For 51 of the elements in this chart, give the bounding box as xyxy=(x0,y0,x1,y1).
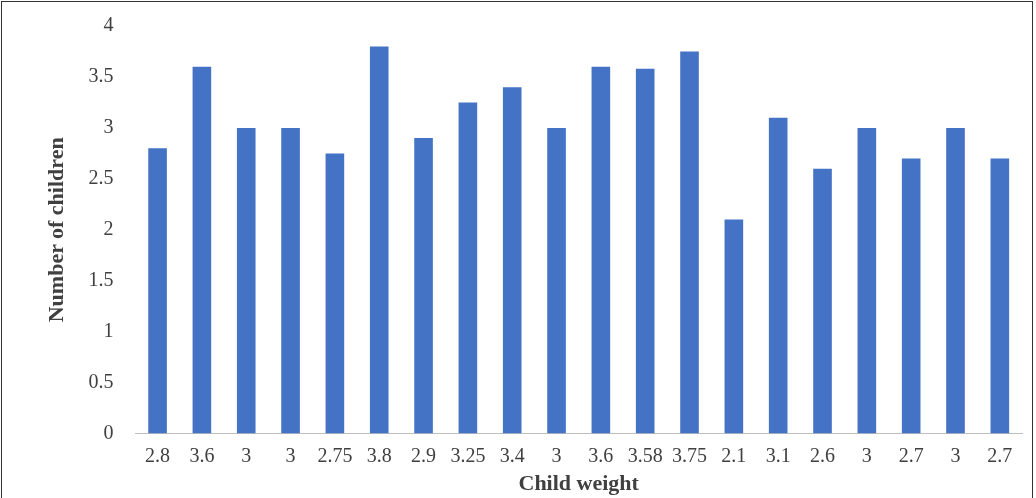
y-tick-label: 0 xyxy=(103,420,114,443)
bar xyxy=(813,168,832,434)
x-tick-label: 3.8 xyxy=(366,443,392,466)
bar xyxy=(192,66,212,434)
bar xyxy=(236,127,256,434)
bar xyxy=(414,138,433,434)
x-tick-label: 3 xyxy=(241,443,252,466)
bar xyxy=(148,148,167,434)
bar xyxy=(768,117,788,434)
x-tick-label: 3 xyxy=(950,443,961,466)
x-tick-label: 3.6 xyxy=(588,443,614,466)
x-tick-label: 2.8 xyxy=(145,443,171,466)
bar xyxy=(547,127,566,434)
x-tick-label: 3 xyxy=(861,443,872,466)
x-tick-label: 3 xyxy=(551,443,562,466)
y-tick-label: 4 xyxy=(103,13,114,36)
y-tick-label: 3 xyxy=(103,115,114,138)
bar xyxy=(990,158,1010,434)
bar xyxy=(502,87,522,434)
y-tick-label: 1.5 xyxy=(88,268,114,290)
y-axis-title: Number of children xyxy=(42,137,68,323)
bar xyxy=(901,158,921,434)
x-tick-label: 3.58 xyxy=(627,443,663,466)
x-tick-label: 3.4 xyxy=(499,443,525,466)
bar xyxy=(369,46,389,434)
bar xyxy=(591,66,611,434)
bar xyxy=(325,153,345,434)
x-tick-label: 2.7 xyxy=(898,443,924,466)
x-tick-label: 2.7 xyxy=(987,443,1013,466)
x-tick-label: 2.9 xyxy=(411,443,437,466)
x-tick-label: 2.75 xyxy=(317,443,353,466)
bar xyxy=(680,51,699,434)
bar xyxy=(946,127,965,434)
y-tick-label: 3.5 xyxy=(88,64,114,87)
y-tick-label: 0.5 xyxy=(88,369,114,392)
x-tick-label: 3.75 xyxy=(672,443,708,466)
x-tick-label: 2.1 xyxy=(721,443,747,466)
x-tick-label: 3.1 xyxy=(765,443,791,466)
y-tick-label: 2.5 xyxy=(88,166,114,189)
bar xyxy=(724,219,744,434)
x-tick-label: 3.25 xyxy=(450,443,486,466)
y-tick-label: 2 xyxy=(103,217,114,240)
x-tick-label: 3 xyxy=(285,443,296,466)
x-tick-label: 3.6 xyxy=(189,443,215,466)
y-tick-label: 1 xyxy=(103,318,114,341)
x-axis-title: Child weight xyxy=(518,470,640,496)
x-tick-label: 2.6 xyxy=(810,443,836,466)
bar xyxy=(635,68,655,434)
bar xyxy=(281,127,300,434)
bar xyxy=(857,127,877,434)
bar xyxy=(458,102,478,434)
